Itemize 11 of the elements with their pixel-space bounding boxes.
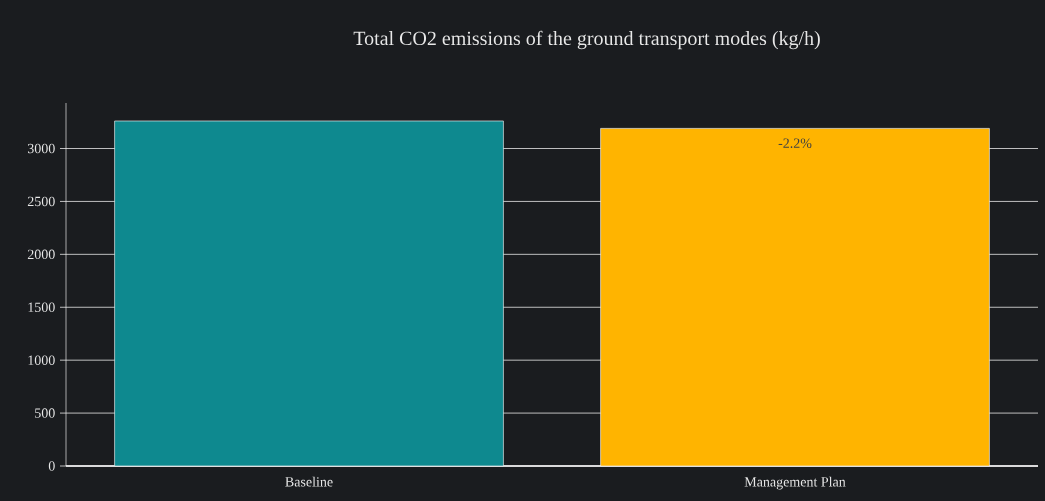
y-tick-label: 3000: [27, 143, 55, 154]
y-tick-label: 2000: [27, 249, 55, 260]
x-tick-label: Management Plan: [744, 476, 846, 490]
y-tick-label: 2500: [27, 196, 55, 207]
y-tick-label: 1000: [28, 355, 55, 365]
chart-title: Total CO2 emissions of the ground transport modes (kg/h): [353, 30, 820, 50]
annotation: -2.2%: [778, 138, 812, 148]
y-tick-label: 500: [35, 408, 55, 418]
y-tick-label: 1500: [28, 302, 55, 312]
y-tick-label: 0: [48, 461, 55, 471]
x-tick-label: Baseline: [285, 476, 333, 487]
